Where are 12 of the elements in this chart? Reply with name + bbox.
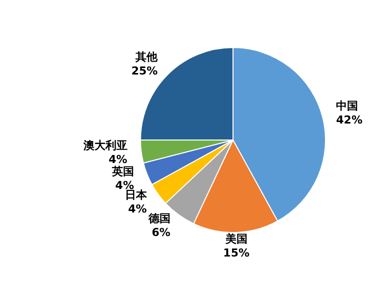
data-label: 4%	[108, 153, 128, 166]
data-label: 4%	[128, 202, 147, 216]
slice-label: 澳大利亚	[82, 139, 128, 152]
slice-label: 其他	[134, 50, 159, 64]
data-label: 15%	[223, 246, 250, 260]
slice-label: 中国	[336, 99, 358, 112]
data-label: 6%	[152, 226, 170, 240]
slice-label: 英国	[110, 165, 134, 178]
data-label: 42%	[336, 113, 362, 126]
data-label: 25%	[131, 64, 158, 78]
slice-label: 德国	[147, 212, 170, 226]
slice-label: 美国	[224, 232, 248, 246]
